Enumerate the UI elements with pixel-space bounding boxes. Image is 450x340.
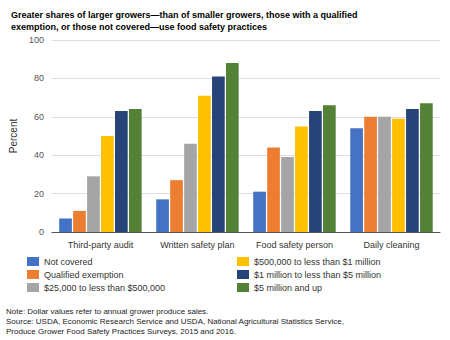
- svg-text:100: 100: [29, 35, 44, 45]
- svg-text:80: 80: [34, 73, 44, 83]
- svg-text:0: 0: [39, 227, 44, 237]
- svg-text:Not covered: Not covered: [44, 257, 93, 267]
- svg-text:20: 20: [34, 189, 44, 199]
- svg-text:exemption, or those not covere: exemption, or those not covered—use food…: [11, 22, 267, 32]
- svg-text:40: 40: [34, 150, 44, 160]
- svg-text:Food safety person: Food safety person: [256, 240, 333, 250]
- svg-text:Source: USDA, Economic Researc: Source: USDA, Economic Research Service …: [6, 317, 344, 326]
- svg-text:$500,000 to less than $1 milli: $500,000 to less than $1 million: [254, 257, 381, 267]
- svg-text:Qualified exemption: Qualified exemption: [44, 270, 124, 280]
- svg-text:Percent: Percent: [8, 119, 19, 154]
- svg-text:$5 million and up: $5 million and up: [254, 283, 322, 293]
- svg-text:Third-party audit: Third-party audit: [68, 240, 134, 250]
- svg-text:Produce Grower Food Safety Pra: Produce Grower Food Safety Practices Sur…: [6, 327, 236, 336]
- svg-text:Written safety plan: Written safety plan: [160, 240, 234, 250]
- svg-text:Note: Dollar values refer to a: Note: Dollar values refer to annual grow…: [6, 307, 208, 316]
- svg-text:Greater shares of larger growe: Greater shares of larger growers—than of…: [11, 10, 358, 20]
- svg-text:60: 60: [34, 112, 44, 122]
- svg-text:Daily cleaning: Daily cleaning: [363, 240, 419, 250]
- svg-text:$1 million to less than $5 mil: $1 million to less than $5 million: [254, 270, 381, 280]
- svg-text:$25,000 to less than $500,000: $25,000 to less than $500,000: [44, 283, 165, 293]
